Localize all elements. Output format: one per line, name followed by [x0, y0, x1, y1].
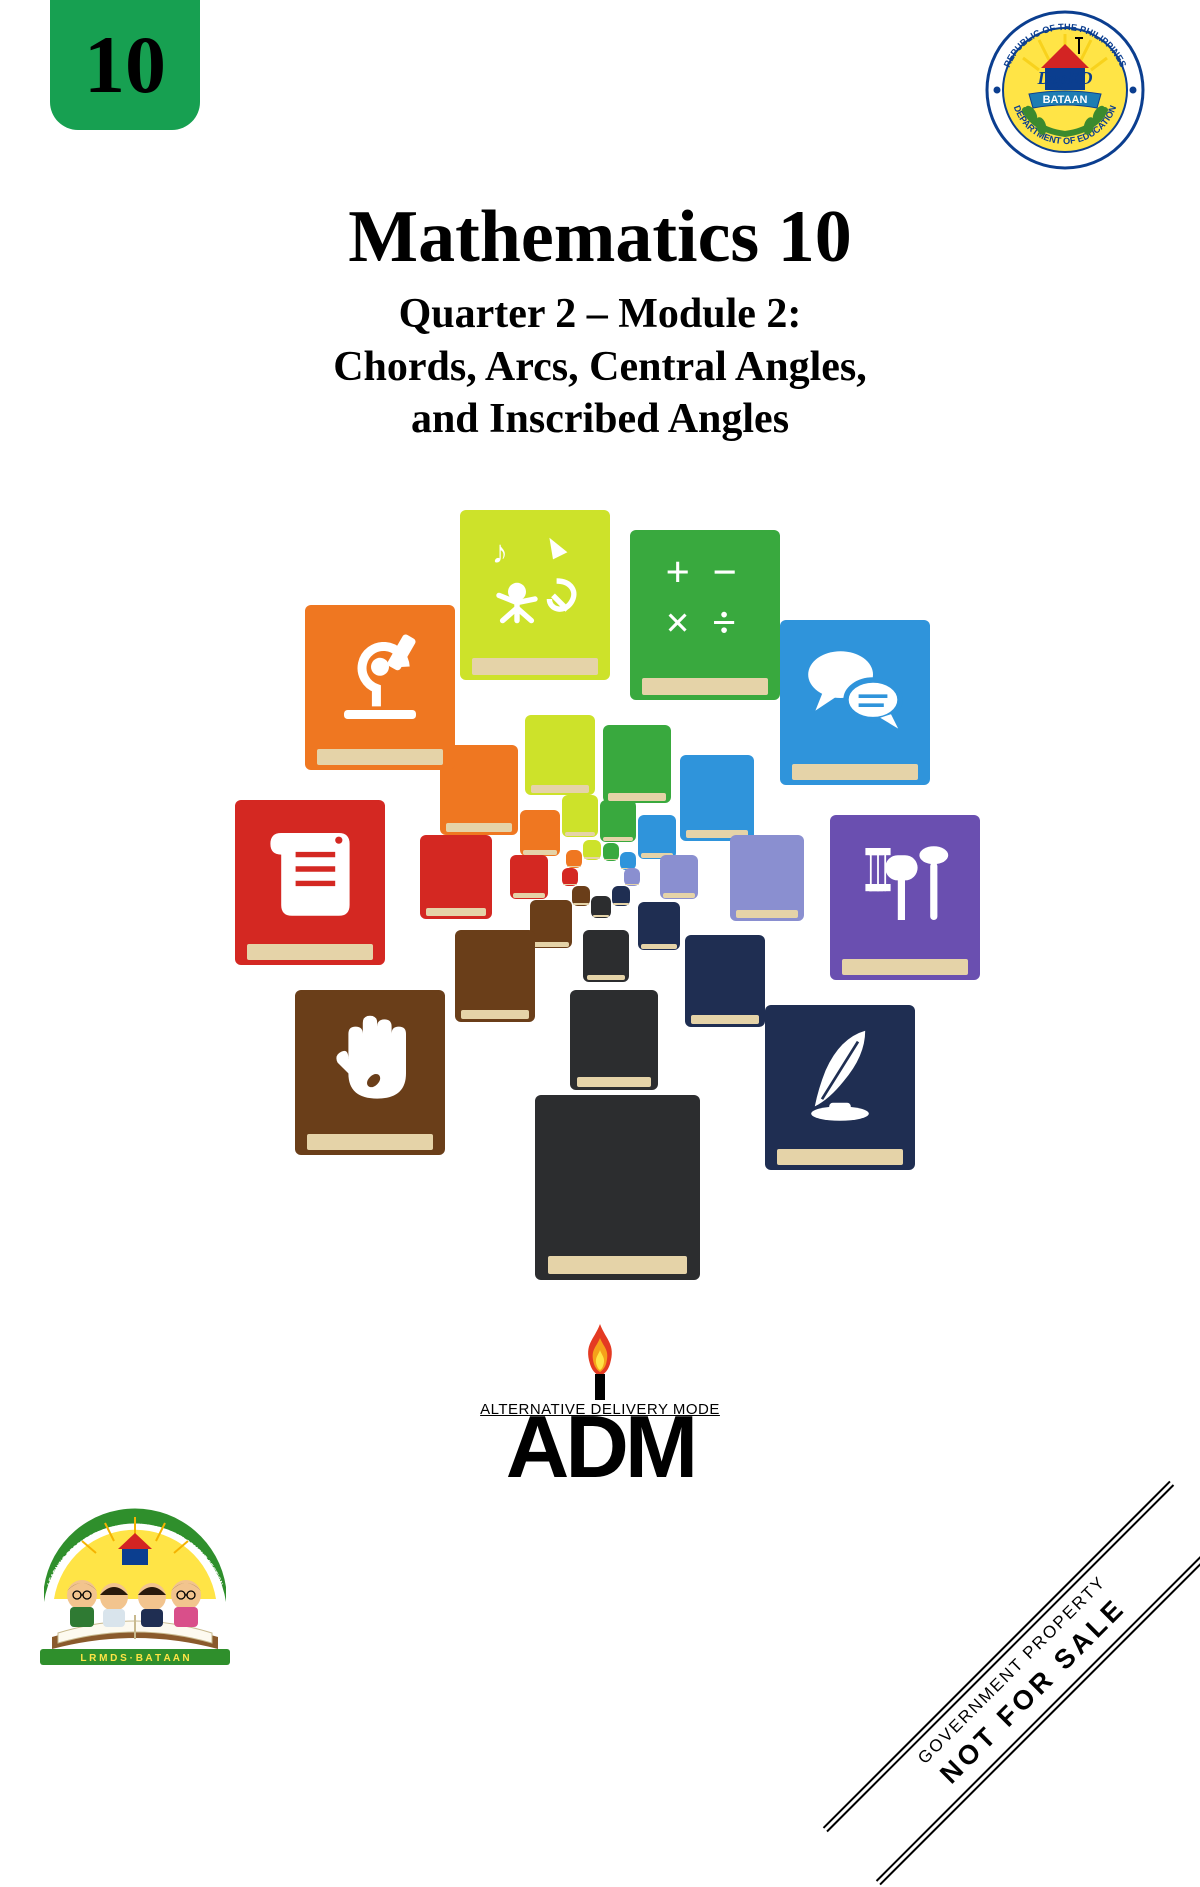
svg-text:−: −	[712, 550, 737, 597]
book-icon-tile	[583, 930, 629, 982]
grade-number: 10	[84, 18, 166, 112]
scroll-icon	[256, 820, 364, 919]
book-icon-tile	[680, 755, 754, 841]
adm-block: ALTERNATIVE DELIVERY MODE ADM	[450, 1320, 750, 1482]
book-icon-tile	[520, 810, 560, 856]
book-icon-tile: ♪	[460, 510, 610, 680]
book-icon-tile	[510, 855, 548, 899]
book-icon-tile	[583, 840, 601, 860]
seal-deped: DepED	[1037, 68, 1093, 88]
title-block: Mathematics 10 Quarter 2 – Module 2: Cho…	[0, 195, 1200, 446]
svg-text:♪: ♪	[492, 535, 508, 571]
book-icon-tile	[765, 1005, 915, 1170]
svg-text:×: ×	[665, 600, 690, 647]
book-icon-tile	[570, 990, 658, 1090]
subtitle-line-1: Quarter 2 – Module 2:	[0, 288, 1200, 341]
books-spiral-graphic: ♪ +−× ÷	[190, 500, 1010, 1320]
book-icon-tile	[830, 815, 980, 980]
book-icon-tile	[305, 605, 455, 770]
book-icon-tile	[562, 795, 598, 837]
math-ops-icon: +−× ÷	[651, 550, 759, 652]
book-icon-tile	[235, 800, 385, 965]
book-icon-tile	[591, 896, 611, 918]
adm-abbr: ADM	[450, 1412, 750, 1482]
book-icon-tile	[525, 715, 595, 795]
not-for-sale-banner: GOVERNMENT PROPERTY NOT FOR SALE	[821, 1479, 1200, 1887]
grade-badge: 10	[50, 0, 200, 130]
book-icon-tile	[455, 930, 535, 1022]
book-icon-tile	[624, 868, 640, 886]
book-icon-tile	[600, 800, 636, 842]
book-icon-tile	[572, 886, 590, 906]
book-icon-tile	[420, 835, 492, 919]
svg-text:+: +	[665, 550, 690, 597]
flame-icon	[576, 1320, 624, 1400]
book-icon-tile: +−× ÷	[630, 530, 780, 700]
book-icon-tile	[612, 886, 630, 906]
lrmds-footer: L R M D S · B A T A A N	[80, 1653, 189, 1664]
tools-icon	[851, 835, 959, 934]
book-icon-tile	[638, 902, 680, 950]
book-icon-tile	[685, 935, 765, 1027]
book-icon-tile	[780, 620, 930, 785]
book-icon-tile	[295, 990, 445, 1155]
book-icon-tile	[603, 725, 671, 803]
microscope-icon	[326, 625, 434, 724]
lrmds-logo: LEARNING RESOURCES MANAGEMENT AND DEVELO…	[30, 1487, 240, 1667]
book-icon-tile	[530, 900, 572, 948]
quill-icon	[786, 1025, 894, 1124]
hand-icon	[316, 1010, 424, 1109]
book-icon-tile	[730, 835, 804, 921]
book-icon-tile	[603, 843, 619, 861]
subtitle-line-3: and Inscribed Angles	[0, 393, 1200, 446]
subtitle-line-2: Chords, Arcs, Central Angles,	[0, 341, 1200, 394]
seal-banner: BATAAN	[1043, 94, 1088, 106]
nfs-line2: NOT FOR SALE	[848, 1506, 1200, 1878]
book-icon-tile	[566, 850, 582, 868]
book-icon-tile	[660, 855, 698, 899]
book-icon-tile	[535, 1095, 700, 1280]
book-icon-tile	[638, 815, 676, 859]
book-icon-tile	[562, 868, 578, 886]
deped-seal: REPUBLIC OF THE PHILIPPINES DEPARTMENT O…	[985, 10, 1145, 170]
music-run-icon: ♪	[481, 530, 589, 632]
nfs-line1: GOVERNMENT PROPERTY	[830, 1488, 1195, 1853]
chat-icon	[801, 640, 909, 739]
main-title: Mathematics 10	[0, 195, 1200, 280]
svg-text:÷: ÷	[712, 600, 736, 647]
